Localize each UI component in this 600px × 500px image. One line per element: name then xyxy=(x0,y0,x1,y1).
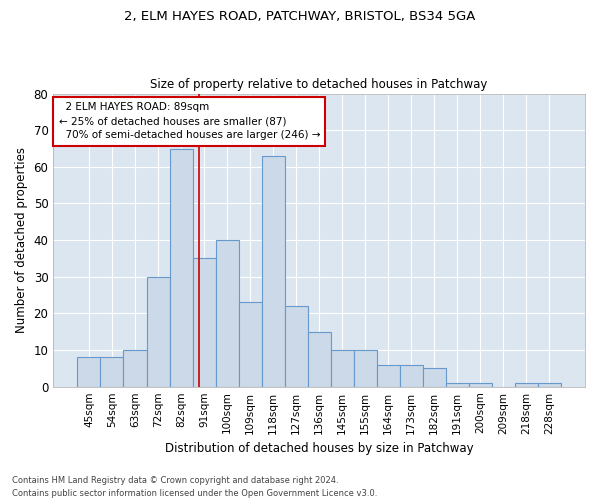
X-axis label: Distribution of detached houses by size in Patchway: Distribution of detached houses by size … xyxy=(165,442,473,455)
Bar xyxy=(308,332,331,386)
Bar xyxy=(353,350,377,387)
Bar xyxy=(193,258,215,386)
Bar xyxy=(262,156,284,386)
Bar xyxy=(170,148,193,386)
Bar xyxy=(100,358,124,386)
Bar xyxy=(446,383,469,386)
Bar xyxy=(124,350,146,387)
Bar xyxy=(515,383,538,386)
Bar xyxy=(377,364,400,386)
Bar xyxy=(239,302,262,386)
Bar xyxy=(331,350,353,387)
Bar xyxy=(77,358,100,386)
Y-axis label: Number of detached properties: Number of detached properties xyxy=(15,147,28,333)
Bar xyxy=(423,368,446,386)
Text: 2 ELM HAYES ROAD: 89sqm  
← 25% of detached houses are smaller (87)
  70% of sem: 2 ELM HAYES ROAD: 89sqm ← 25% of detache… xyxy=(59,102,320,141)
Bar xyxy=(469,383,492,386)
Text: Contains HM Land Registry data © Crown copyright and database right 2024.
Contai: Contains HM Land Registry data © Crown c… xyxy=(12,476,377,498)
Bar xyxy=(400,364,423,386)
Bar xyxy=(538,383,561,386)
Text: 2, ELM HAYES ROAD, PATCHWAY, BRISTOL, BS34 5GA: 2, ELM HAYES ROAD, PATCHWAY, BRISTOL, BS… xyxy=(124,10,476,23)
Bar xyxy=(146,277,170,386)
Title: Size of property relative to detached houses in Patchway: Size of property relative to detached ho… xyxy=(151,78,488,91)
Bar xyxy=(215,240,239,386)
Bar xyxy=(284,306,308,386)
